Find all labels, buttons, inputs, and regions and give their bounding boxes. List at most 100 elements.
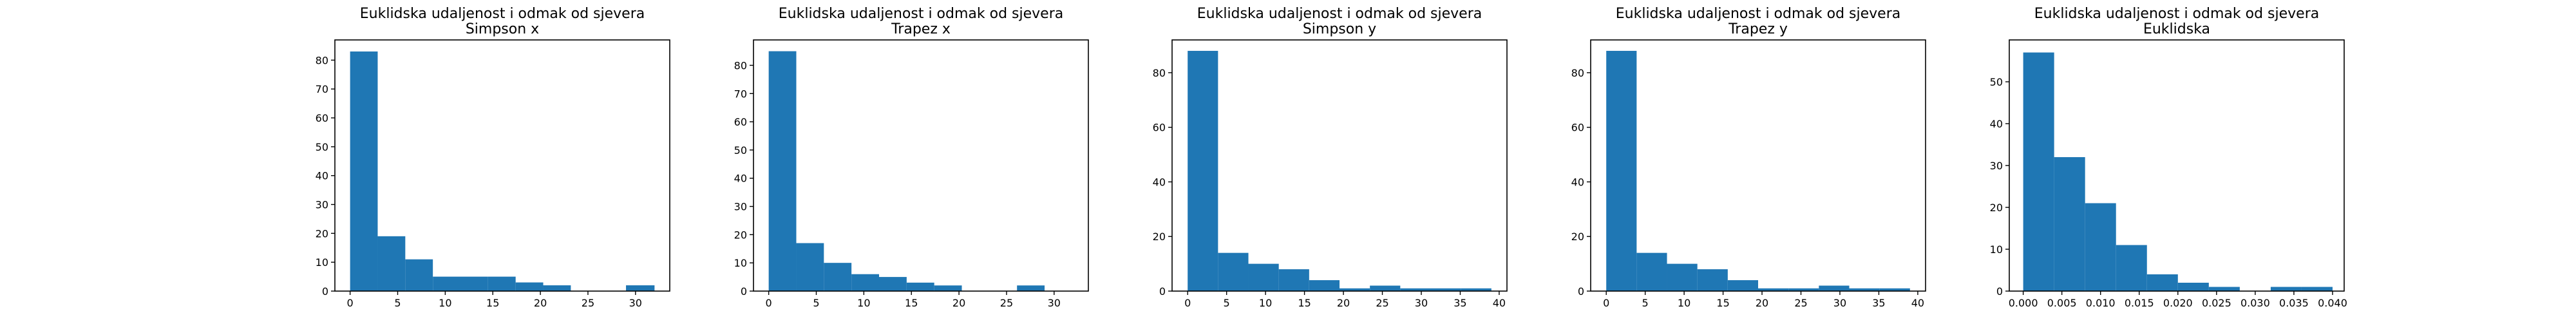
histogram-bar [879,277,907,291]
x-tick-label: 10 [1259,297,1272,309]
x-tick-label: 15 [486,297,499,309]
y-tick-label: 40 [1990,118,2003,130]
histogram-bar [460,276,488,291]
x-tick-label: 0.005 [2047,297,2077,309]
x-tick-label: 10 [857,297,870,309]
chart-title: Euklidska udaljenost i odmak od sjevera [779,6,1063,22]
x-tick-label: 0.000 [2009,297,2038,309]
chart-title: Euklidska udaljenost i odmak od sjevera [360,6,645,22]
y-tick-label: 60 [1571,122,1584,134]
histogram-bar [2208,287,2240,291]
x-tick-label: 40 [1493,297,1506,309]
y-tick-label: 80 [1153,67,1166,79]
y-tick-label: 50 [734,144,747,156]
y-tick-label: 70 [734,88,747,100]
histogram-bar [796,243,824,291]
plot-frame [753,39,1089,292]
histogram-bar [906,282,934,291]
histogram-bar [1636,252,1667,291]
chart-subtitle: Trapez x [891,21,951,37]
x-tick-label: 0.015 [2125,297,2154,309]
x-tick-label: 35 [1872,297,1885,309]
histogram-bar [851,274,879,291]
chart-title: Euklidska udaljenost i odmak od sjevera [1616,6,1900,22]
x-tick-label: 10 [439,297,451,309]
histogram-bar [626,285,655,291]
histogram-bar [1278,269,1309,291]
chart-title: Euklidska udaljenost i odmak od sjevera [1197,6,1482,22]
histogram-panel-1: Euklidska udaljenost i odmak od sjeveraS… [316,6,670,309]
y-tick-label: 60 [1153,122,1166,134]
y-tick-label: 30 [734,201,747,213]
x-tick-label: 15 [1716,297,1729,309]
histogram-bar [1461,288,1492,291]
x-tick-label: 0.040 [2318,297,2347,309]
x-tick-label: 25 [582,297,594,309]
y-tick-label: 0 [741,285,747,298]
histogram-panel-5: Euklidska udaljenost i odmak od sjeveraE… [1990,6,2347,309]
y-tick-label: 80 [1571,67,1584,79]
histogram-bar [2301,287,2333,291]
x-tick-label: 5 [1642,297,1649,309]
x-tick-label: 30 [629,297,642,309]
y-tick-label: 40 [316,170,328,182]
histogram-bar [433,276,460,291]
y-tick-label: 80 [734,59,747,71]
histogram-bar [2177,283,2209,291]
histogram-bar [1309,280,1340,291]
chart-subtitle: Trapez y [1728,21,1788,37]
histogram-bar [2270,287,2302,291]
x-tick-label: 0.020 [2163,297,2193,309]
x-tick-label: 0.025 [2202,297,2231,309]
histogram-bar [1017,285,1045,291]
chart-subtitle: Simpson x [466,21,539,37]
x-tick-label: 30 [1048,297,1061,309]
y-tick-label: 30 [1990,160,2003,172]
y-tick-label: 60 [316,112,328,124]
x-tick-label: 20 [1756,297,1768,309]
y-tick-label: 20 [1153,231,1166,243]
histogram-bar [2023,52,2054,291]
plot-frame [1590,39,1926,292]
histogram-panel-4: Euklidska udaljenost i odmak od sjeveraT… [1571,6,1926,309]
histogram-bar [1370,285,1401,291]
y-tick-label: 10 [316,256,328,269]
histogram-bar [1819,285,1850,291]
histogram-bar [1788,288,1819,291]
histogram-bar [543,285,571,291]
x-tick-label: 10 [1678,297,1690,309]
x-tick-label: 5 [1224,297,1230,309]
chart-title: Euklidska udaljenost i odmak od sjevera [2034,6,2319,22]
histogram-bar [1340,288,1370,291]
histogram-bar [1879,288,1910,291]
histogram-bar [350,51,378,292]
histogram-bar [1606,50,1637,292]
histogram-bar [405,259,433,291]
x-tick-label: 30 [1415,297,1428,309]
x-tick-label: 25 [1000,297,1013,309]
histogram-bar [2085,203,2116,291]
histogram-bar [1400,288,1431,291]
histogram-bar [1697,269,1728,291]
x-tick-label: 0 [347,297,354,309]
histogram-bar [1758,288,1789,291]
x-tick-label: 35 [1454,297,1466,309]
x-tick-label: 0 [1603,297,1609,309]
histogram-panel-3: Euklidska udaljenost i odmak od sjeveraS… [1153,6,1508,309]
plot-frame [334,39,670,292]
y-tick-label: 10 [1990,243,2003,256]
y-tick-label: 0 [1996,285,2003,298]
histogram-bar [1667,263,1698,291]
histogram-bar [488,276,516,291]
histogram-bar [515,282,544,291]
y-tick-label: 70 [316,83,328,95]
histogram-bar [1188,50,1218,292]
y-tick-label: 20 [1990,202,2003,214]
histogram-bar [1849,288,1880,291]
plot-frame [1171,39,1508,292]
y-tick-label: 10 [734,257,747,269]
x-tick-label: 5 [813,297,819,309]
histogram-bar [377,236,406,291]
y-tick-label: 40 [734,173,747,185]
